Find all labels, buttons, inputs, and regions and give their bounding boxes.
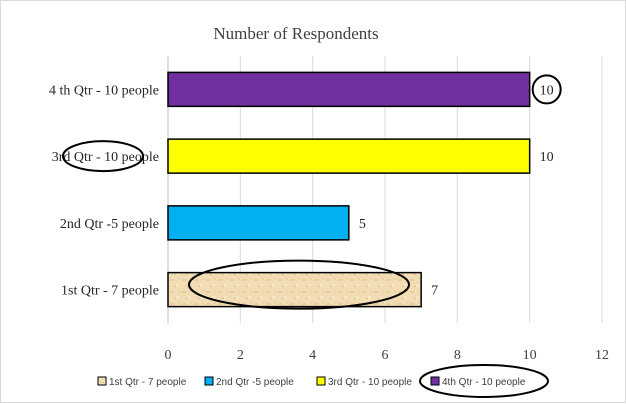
data-label: 10 bbox=[540, 150, 554, 165]
x-tick-label: 12 bbox=[595, 348, 609, 363]
category-label: 1st Qtr - 7 people bbox=[61, 284, 159, 299]
chart-title: Number of Respondents bbox=[213, 24, 378, 43]
legend-label: 2nd Qtr -5 people bbox=[216, 377, 294, 388]
bar bbox=[167, 71, 531, 108]
annotation-ellipse bbox=[62, 140, 144, 173]
bar bbox=[167, 205, 350, 241]
data-label: 5 bbox=[359, 217, 366, 232]
data-label: 7 bbox=[431, 284, 438, 299]
x-tick-label: 10 bbox=[523, 348, 537, 363]
x-tick-label: 0 bbox=[165, 348, 172, 363]
legend-label: 4th Qtr - 10 people bbox=[442, 377, 526, 388]
bar bbox=[167, 138, 531, 174]
legend-label: 3rd Qtr - 10 people bbox=[328, 377, 412, 388]
legend-swatch bbox=[97, 376, 107, 386]
category-label: 2nd Qtr -5 people bbox=[60, 217, 159, 232]
legend-swatch bbox=[316, 376, 326, 386]
category-label: 3rd Qtr - 10 people bbox=[52, 150, 159, 165]
data-label: 10 bbox=[540, 83, 554, 98]
annotation-ellipse bbox=[531, 74, 562, 105]
annotation-ellipse bbox=[188, 259, 410, 310]
annotation-ellipse bbox=[419, 364, 549, 398]
x-tick-label: 4 bbox=[309, 348, 316, 363]
legend-label: 1st Qtr - 7 people bbox=[109, 377, 187, 388]
bar bbox=[167, 271, 422, 308]
x-tick-label: 6 bbox=[382, 348, 389, 363]
x-tick-label: 8 bbox=[454, 348, 461, 363]
legend-swatch bbox=[430, 376, 440, 386]
category-label: 4 th Qtr - 10 people bbox=[49, 83, 159, 98]
legend-swatch bbox=[204, 376, 214, 386]
x-tick-label: 2 bbox=[237, 348, 244, 363]
